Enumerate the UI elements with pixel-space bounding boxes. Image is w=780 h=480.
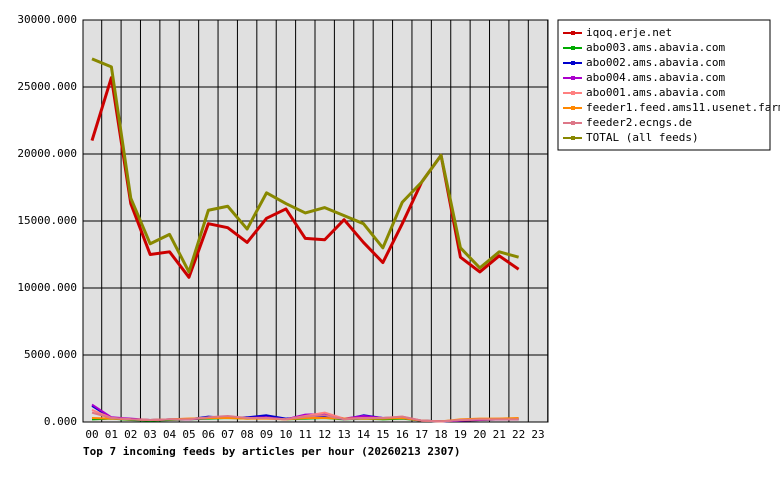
legend-label: abo003.ams.abavia.com: [586, 41, 725, 54]
legend-marker: [571, 31, 575, 35]
legend-label: TOTAL (all feeds): [586, 131, 699, 144]
legend-marker: [571, 121, 575, 125]
x-tick-label: 03: [144, 428, 157, 441]
x-tick-label: 11: [299, 428, 312, 441]
legend-marker: [571, 61, 575, 65]
x-tick-label: 13: [337, 428, 350, 441]
y-tick-label: 5000.000: [24, 348, 77, 361]
x-tick-label: 14: [357, 428, 371, 441]
y-tick-label: 10000.000: [17, 281, 77, 294]
y-tick-label: 30000.000: [17, 13, 77, 26]
x-tick-label: 16: [396, 428, 409, 441]
x-tick-label: 15: [376, 428, 389, 441]
x-tick-label: 20: [473, 428, 486, 441]
legend-label: feeder1.feed.ams11.usenet.farm: [586, 101, 780, 114]
x-tick-label: 10: [279, 428, 292, 441]
plot-frame: [82, 19, 549, 423]
legend: [557, 19, 771, 151]
x-tick-label: 12: [318, 428, 331, 441]
x-tick-label: 09: [260, 428, 273, 441]
legend-marker: [571, 76, 575, 80]
series-line: [91, 411, 519, 423]
x-tick-label: 17: [415, 428, 428, 441]
legend-label: abo001.ams.abavia.com: [586, 86, 725, 99]
x-tick-label: 23: [531, 428, 544, 441]
x-tick-label: 05: [182, 428, 195, 441]
legend-label: feeder2.ecngs.de: [586, 116, 692, 129]
chart-title: Top 7 incoming feeds by articles per hou…: [83, 445, 461, 458]
x-tick-label: 21: [493, 428, 506, 441]
legend-marker: [571, 106, 575, 110]
x-tick-label: 07: [221, 428, 234, 441]
x-tick-label: 04: [163, 428, 177, 441]
series-line: [91, 57, 520, 274]
x-tick-label: 01: [105, 428, 118, 441]
x-tick-label: 18: [434, 428, 447, 441]
x-tick-label: 08: [241, 428, 254, 441]
x-tick-label: 00: [85, 428, 98, 441]
x-tick-label: 19: [454, 428, 467, 441]
legend-label: abo004.ams.abavia.com: [586, 71, 725, 84]
y-tick-label: 20000.000: [17, 147, 77, 160]
x-tick-label: 02: [124, 428, 137, 441]
legend-label: iqoq.erje.net: [586, 26, 672, 39]
legend-marker: [571, 91, 575, 95]
legend-label: abo002.ams.abavia.com: [586, 56, 725, 69]
x-tick-label: 22: [512, 428, 525, 441]
y-tick-label: 15000.000: [17, 214, 77, 227]
y-tick-label: 0.000: [44, 415, 77, 428]
y-tick-label: 25000.000: [17, 80, 77, 93]
x-tick-label: 06: [202, 428, 215, 441]
legend-marker: [571, 136, 575, 140]
legend-marker: [571, 46, 575, 50]
